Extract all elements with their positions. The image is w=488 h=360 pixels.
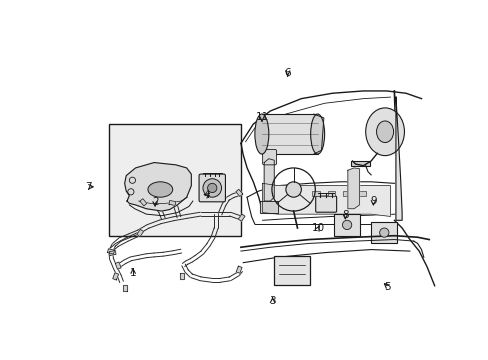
Text: 3: 3 bbox=[269, 296, 275, 306]
Polygon shape bbox=[395, 97, 401, 220]
Text: 7: 7 bbox=[85, 182, 92, 192]
Ellipse shape bbox=[254, 114, 268, 154]
Bar bbox=[370, 222, 397, 243]
Bar bbox=[327, 191, 335, 195]
Polygon shape bbox=[350, 161, 369, 166]
Polygon shape bbox=[107, 249, 114, 254]
Circle shape bbox=[203, 179, 221, 197]
Text: 2: 2 bbox=[151, 197, 158, 207]
Polygon shape bbox=[259, 201, 278, 213]
Polygon shape bbox=[262, 183, 390, 216]
Bar bbox=[333, 214, 360, 236]
FancyBboxPatch shape bbox=[315, 196, 336, 212]
Ellipse shape bbox=[376, 121, 393, 143]
Polygon shape bbox=[137, 229, 143, 237]
Circle shape bbox=[285, 182, 301, 197]
Text: 11: 11 bbox=[255, 112, 268, 122]
Bar bbox=[311, 191, 319, 195]
Text: 9: 9 bbox=[369, 195, 376, 206]
Polygon shape bbox=[140, 199, 146, 206]
Text: 10: 10 bbox=[311, 223, 324, 233]
Bar bbox=[343, 191, 350, 195]
Polygon shape bbox=[179, 273, 183, 279]
Polygon shape bbox=[236, 266, 242, 273]
FancyBboxPatch shape bbox=[262, 149, 276, 165]
Polygon shape bbox=[169, 201, 175, 205]
Polygon shape bbox=[347, 168, 359, 209]
Bar bbox=[358, 191, 366, 195]
Polygon shape bbox=[123, 285, 127, 291]
Polygon shape bbox=[115, 262, 121, 269]
Text: 1: 1 bbox=[129, 268, 136, 278]
Polygon shape bbox=[238, 214, 244, 221]
Bar bbox=[261, 114, 317, 154]
Ellipse shape bbox=[310, 114, 324, 154]
Circle shape bbox=[207, 183, 217, 193]
Polygon shape bbox=[124, 163, 191, 211]
Polygon shape bbox=[113, 273, 118, 280]
Text: 8: 8 bbox=[341, 210, 348, 220]
Circle shape bbox=[379, 228, 388, 237]
Bar bbox=[274, 256, 309, 285]
Bar bbox=[109, 124, 241, 236]
Circle shape bbox=[342, 220, 351, 230]
Polygon shape bbox=[109, 251, 116, 256]
Polygon shape bbox=[264, 159, 274, 201]
Text: 5: 5 bbox=[384, 282, 390, 292]
Text: 6: 6 bbox=[284, 68, 290, 78]
Text: 4: 4 bbox=[203, 190, 210, 200]
FancyBboxPatch shape bbox=[199, 174, 225, 202]
Ellipse shape bbox=[148, 182, 172, 197]
Polygon shape bbox=[235, 189, 242, 197]
Ellipse shape bbox=[365, 108, 404, 156]
